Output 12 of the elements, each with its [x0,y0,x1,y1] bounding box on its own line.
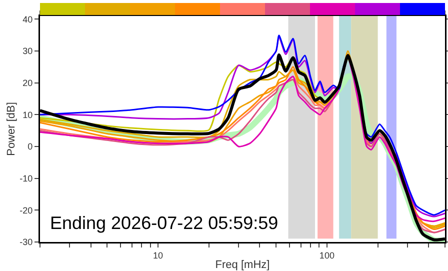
y-tick-label: 10 [22,110,33,120]
x-tick-label: 100 [319,250,334,260]
x-axis-title: Freq [mHz] [215,259,270,271]
y-tick-label: 0 [28,142,33,152]
y-tick-label: -30 [20,237,33,248]
y-tick-label: -10 [20,173,33,184]
y-tick-label: -20 [20,205,33,216]
y-axis-title: Power [dB] [6,102,18,156]
annotation: Ending 2026-07-22 05:59:59 [50,213,278,233]
y-tick-label: 40 [22,14,33,24]
y-tick-label: 30 [22,46,33,56]
y-tick-label: 20 [22,78,33,88]
